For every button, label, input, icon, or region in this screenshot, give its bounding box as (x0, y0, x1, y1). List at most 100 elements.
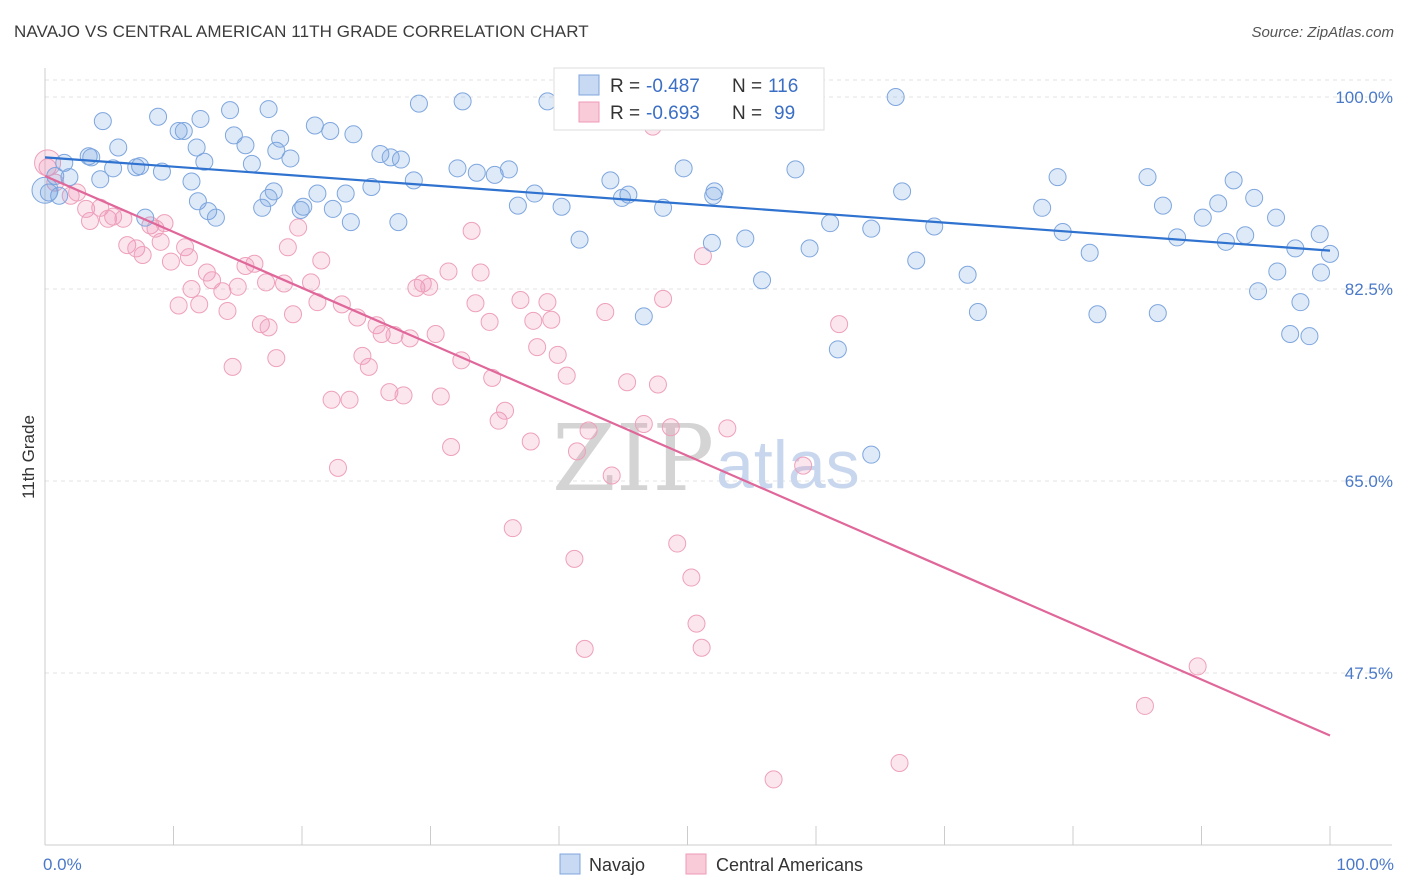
central-americans-point (34, 149, 62, 177)
chart-title: NAVAJO VS CENTRAL AMERICAN 11TH GRADE CO… (14, 22, 589, 41)
source-label: Source: ZipAtlas.com (1251, 24, 1394, 41)
navajo-point (1138, 168, 1157, 187)
central-americans-point (442, 437, 461, 456)
central-americans-point (426, 324, 445, 343)
navajo-point (508, 196, 527, 215)
navajo-point (1268, 262, 1287, 281)
central-americans-point (223, 357, 242, 376)
navajo-point (294, 197, 313, 216)
central-americans-point (161, 252, 180, 271)
watermark-atlas: atlas (716, 427, 860, 503)
central-americans-point (372, 324, 391, 343)
navajo-point (253, 198, 272, 217)
navajo-point (404, 171, 423, 190)
central-americans-point (179, 248, 198, 267)
central-americans-point (133, 245, 152, 264)
navajo-trend-line (44, 156, 1331, 252)
navajo-point (1291, 293, 1310, 312)
navajo-point (499, 160, 518, 179)
central-americans-point (289, 218, 308, 237)
navajo-point (323, 199, 342, 218)
axes (44, 68, 1392, 846)
central-americans-point (596, 303, 615, 322)
central-americans-point (567, 442, 586, 461)
legend-box: R = -0.487 N = 116 R = -0.693 N = 99 (553, 67, 825, 131)
central-americans-point (77, 199, 96, 218)
navajo-point (634, 307, 653, 326)
navajo-point (187, 138, 206, 157)
navajo-point (1153, 196, 1172, 215)
central-americans-point (312, 251, 331, 270)
legend-r-central: -0.693 (646, 103, 700, 124)
x-ticks (44, 826, 1331, 845)
navajo-point (152, 162, 171, 181)
navajo-point (391, 150, 410, 169)
central-americans-point (471, 263, 490, 282)
navajo-point (336, 184, 355, 203)
central-americans-point (693, 247, 712, 266)
navajo-point (570, 230, 589, 249)
watermark-zip: ZIP (552, 405, 714, 512)
central-americans-points (34, 117, 1207, 789)
central-americans-point (496, 401, 515, 420)
navajo-point (409, 94, 428, 113)
navajo-point (1310, 225, 1329, 244)
central-americans-point (380, 383, 399, 402)
navajo-point (821, 214, 840, 233)
central-americans-point (718, 419, 737, 438)
legend-n-label-2: N = (732, 103, 762, 124)
navajo-point (1033, 198, 1052, 217)
central-americans-point (524, 311, 543, 330)
bottom-legend-central: Central Americans (716, 855, 863, 875)
central-americans-point (483, 368, 502, 387)
y-tick-label: 47.5% (1345, 664, 1393, 683)
central-americans-point (503, 519, 522, 538)
central-americans-point (648, 375, 667, 394)
navajo-point (1193, 208, 1212, 227)
navajo-point (271, 129, 290, 148)
central-americans-point (538, 293, 557, 312)
central-americans-point (480, 312, 499, 331)
navajo-point (195, 152, 214, 171)
navajo-point (109, 138, 128, 157)
navajo-point (893, 182, 912, 201)
navajo-point (1209, 194, 1228, 213)
navajo-point (199, 202, 218, 221)
central-americans-point (682, 568, 701, 587)
central-americans-point (542, 310, 561, 329)
central-americans-point (575, 639, 594, 658)
navajo-point (1312, 263, 1331, 282)
navajo-point (1267, 208, 1286, 227)
navajo-point (448, 159, 467, 178)
y-tick-labels: 100.0% 82.5% 65.0% 47.5% (1335, 88, 1393, 683)
bottom-legend: Navajo Central Americans (559, 853, 863, 875)
navajo-point (1281, 324, 1300, 343)
navajo-point (389, 213, 408, 232)
navajo-point (82, 148, 101, 167)
central-americans-point (890, 753, 909, 772)
navajo-point (1300, 327, 1319, 346)
navajo-point (453, 92, 472, 111)
navajo-point (50, 186, 69, 205)
central-americans-point (80, 211, 99, 230)
central-americans-trend-line (44, 174, 1331, 737)
navajo-point (305, 116, 324, 135)
central-americans-point (439, 262, 458, 281)
navajo-point (206, 208, 225, 227)
navajo-point (93, 112, 112, 131)
y-axis-label: 11th Grade (19, 415, 38, 499)
navajo-point (321, 122, 340, 141)
navajo-point (224, 126, 243, 145)
central-americans-point (284, 305, 303, 324)
navajo-point (1088, 305, 1107, 324)
navajo-point (1048, 168, 1067, 187)
navajo-point (1249, 282, 1268, 301)
navajo-point (1224, 171, 1243, 190)
navajo-point (242, 154, 261, 173)
navajo-point (291, 201, 310, 220)
navajo-point (1148, 304, 1167, 323)
bottom-legend-swatch-navajo (559, 853, 581, 875)
navajo-point (169, 122, 188, 141)
central-americans-point (618, 373, 637, 392)
